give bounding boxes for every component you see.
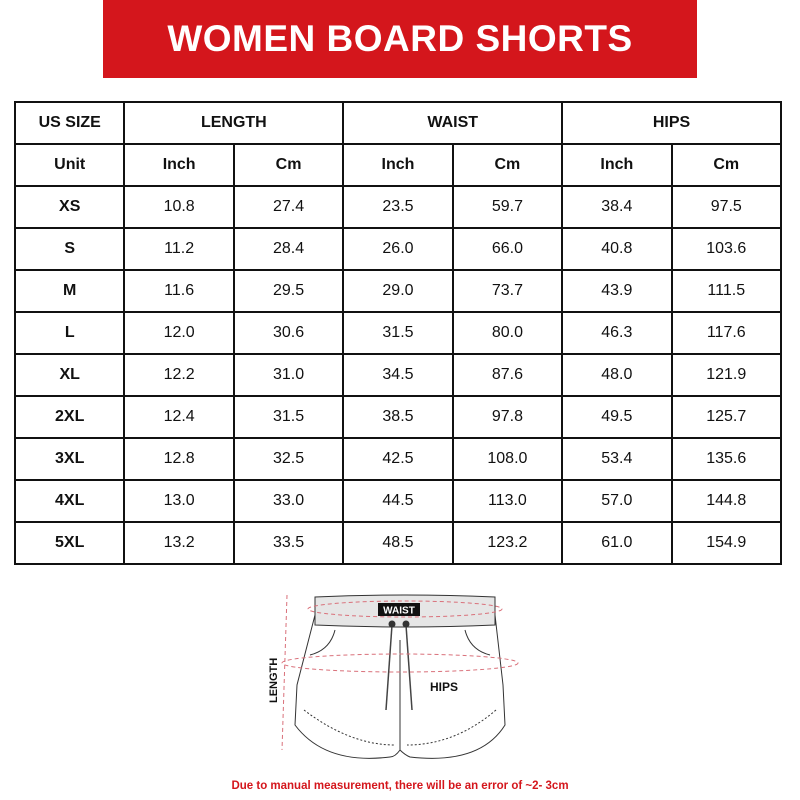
unit-row: Unit Inch Cm Inch Cm Inch Cm — [13, 143, 783, 187]
measurement-cell: 11.2 — [123, 227, 235, 271]
measurement-cell: 144.8 — [670, 479, 783, 523]
unit-cell: Cm — [670, 143, 783, 187]
measurement-cell: 12.2 — [123, 353, 235, 397]
measurement-cell: 123.2 — [451, 521, 564, 565]
table-row: S 11.2 28.4 26.0 66.0 40.8 103.6 — [13, 227, 783, 271]
header-length: LENGTH — [123, 101, 345, 145]
measurement-cell: 33.5 — [232, 521, 345, 565]
measurement-cell: 87.6 — [451, 353, 564, 397]
measurement-cell: 34.5 — [342, 353, 454, 397]
table-row: L 12.0 30.6 31.5 80.0 46.3 117.6 — [13, 311, 783, 355]
measurement-cell: 29.0 — [342, 269, 454, 313]
measurement-cell: 31.5 — [342, 311, 454, 355]
size-chart-table: US SIZE LENGTH WAIST HIPS Unit Inch Cm I… — [13, 101, 783, 565]
table-row: XL 12.2 31.0 34.5 87.6 48.0 121.9 — [13, 353, 783, 397]
group-header-row: US SIZE LENGTH WAIST HIPS — [13, 101, 782, 145]
measurement-cell: 121.9 — [670, 353, 783, 397]
table-row: 5XL 13.2 33.5 48.5 123.2 61.0 154.9 — [13, 521, 783, 565]
title-banner: WOMEN BOARD SHORTS — [103, 0, 697, 78]
unit-cell: Inch — [561, 143, 673, 187]
drawstring — [385, 624, 413, 711]
measurement-cell: 103.6 — [670, 227, 783, 271]
measurement-cell: 97.8 — [451, 395, 564, 439]
measurement-cell: 33.0 — [232, 479, 345, 523]
measurement-cell: 59.7 — [451, 185, 564, 229]
table-row: 4XL 13.0 33.0 44.5 113.0 57.0 144.8 — [13, 479, 783, 523]
measurement-cell: 46.3 — [561, 311, 673, 355]
measurement-cell: 12.8 — [123, 437, 235, 481]
measurement-cell: 38.5 — [342, 395, 454, 439]
table-row: 3XL 12.8 32.5 42.5 108.0 53.4 135.6 — [13, 437, 783, 481]
measurement-note: Due to manual measurement, there will be… — [231, 780, 569, 792]
size-cell: 2XL — [13, 395, 126, 439]
measurement-cell: 154.9 — [670, 521, 783, 565]
measurement-cell: 108.0 — [451, 437, 564, 481]
measurement-cell: 13.0 — [123, 479, 235, 523]
shorts-diagram: WAIST HIPS LENGTH — [268, 594, 519, 759]
unit-cell: Cm — [451, 143, 564, 187]
waist-label: WAIST — [383, 606, 415, 617]
size-cell: M — [13, 269, 126, 313]
length-measure-line — [281, 594, 288, 751]
size-cell: XL — [13, 353, 126, 397]
measurement-cell: 29.5 — [232, 269, 345, 313]
size-cell: XS — [13, 185, 126, 229]
unit-cell: Inch — [123, 143, 235, 187]
size-cell: S — [13, 227, 126, 271]
hips-label: HIPS — [430, 680, 458, 694]
table-row: M 11.6 29.5 29.0 73.7 43.9 111.5 — [13, 269, 783, 313]
measurement-cell: 48.0 — [561, 353, 673, 397]
measurement-cell: 26.0 — [342, 227, 454, 271]
measurement-cell: 80.0 — [451, 311, 564, 355]
unit-label: Unit — [13, 143, 126, 187]
measurement-cell: 30.6 — [232, 311, 345, 355]
measurement-cell: 27.4 — [232, 185, 345, 229]
size-cell: 3XL — [13, 437, 126, 481]
measurement-cell: 11.6 — [123, 269, 235, 313]
measurement-cell: 23.5 — [342, 185, 454, 229]
measurement-cell: 53.4 — [561, 437, 673, 481]
measurement-cell: 13.2 — [123, 521, 235, 565]
measurement-cell: 31.0 — [232, 353, 345, 397]
measurement-cell: 40.8 — [561, 227, 673, 271]
waist-measure-line — [307, 600, 503, 618]
measurement-cell: 32.5 — [232, 437, 345, 481]
size-cell: 4XL — [13, 479, 126, 523]
measurement-cell: 48.5 — [342, 521, 454, 565]
measurement-cell: 49.5 — [561, 395, 673, 439]
measurement-cell: 44.5 — [342, 479, 454, 523]
measurement-cell: 57.0 — [561, 479, 673, 523]
size-cell: L — [13, 311, 126, 355]
table-row: 2XL 12.4 31.5 38.5 97.8 49.5 125.7 — [13, 395, 783, 439]
measurement-cell: 10.8 — [123, 185, 235, 229]
page-title: WOMEN BOARD SHORTS — [167, 18, 633, 59]
measurement-cell: 12.4 — [123, 395, 235, 439]
measurement-cell: 73.7 — [451, 269, 564, 313]
measurement-cell: 42.5 — [342, 437, 454, 481]
measurement-cell: 43.9 — [561, 269, 673, 313]
unit-cell: Cm — [232, 143, 345, 187]
measurement-cell: 66.0 — [451, 227, 564, 271]
measurement-cell: 61.0 — [561, 521, 673, 565]
measurement-cell: 28.4 — [232, 227, 345, 271]
measurement-cell: 38.4 — [561, 185, 673, 229]
measurement-cell: 111.5 — [670, 269, 783, 313]
measurement-cell: 125.7 — [670, 395, 783, 439]
header-waist: WAIST — [342, 101, 564, 145]
header-us-size: US SIZE — [13, 101, 126, 145]
measurement-cell: 97.5 — [670, 185, 783, 229]
measurement-cell: 31.5 — [232, 395, 345, 439]
measurement-cell: 117.6 — [670, 311, 783, 355]
measurement-cell: 12.0 — [123, 311, 235, 355]
header-hips: HIPS — [561, 101, 782, 145]
length-label: LENGTH — [268, 658, 280, 703]
unit-cell: Inch — [342, 143, 454, 187]
table-row: XS 10.8 27.4 23.5 59.7 38.4 97.5 — [13, 185, 783, 229]
measurement-cell: 113.0 — [451, 479, 564, 523]
size-cell: 5XL — [13, 521, 126, 565]
hips-measure-line — [281, 653, 519, 673]
measurement-cell: 135.6 — [670, 437, 783, 481]
